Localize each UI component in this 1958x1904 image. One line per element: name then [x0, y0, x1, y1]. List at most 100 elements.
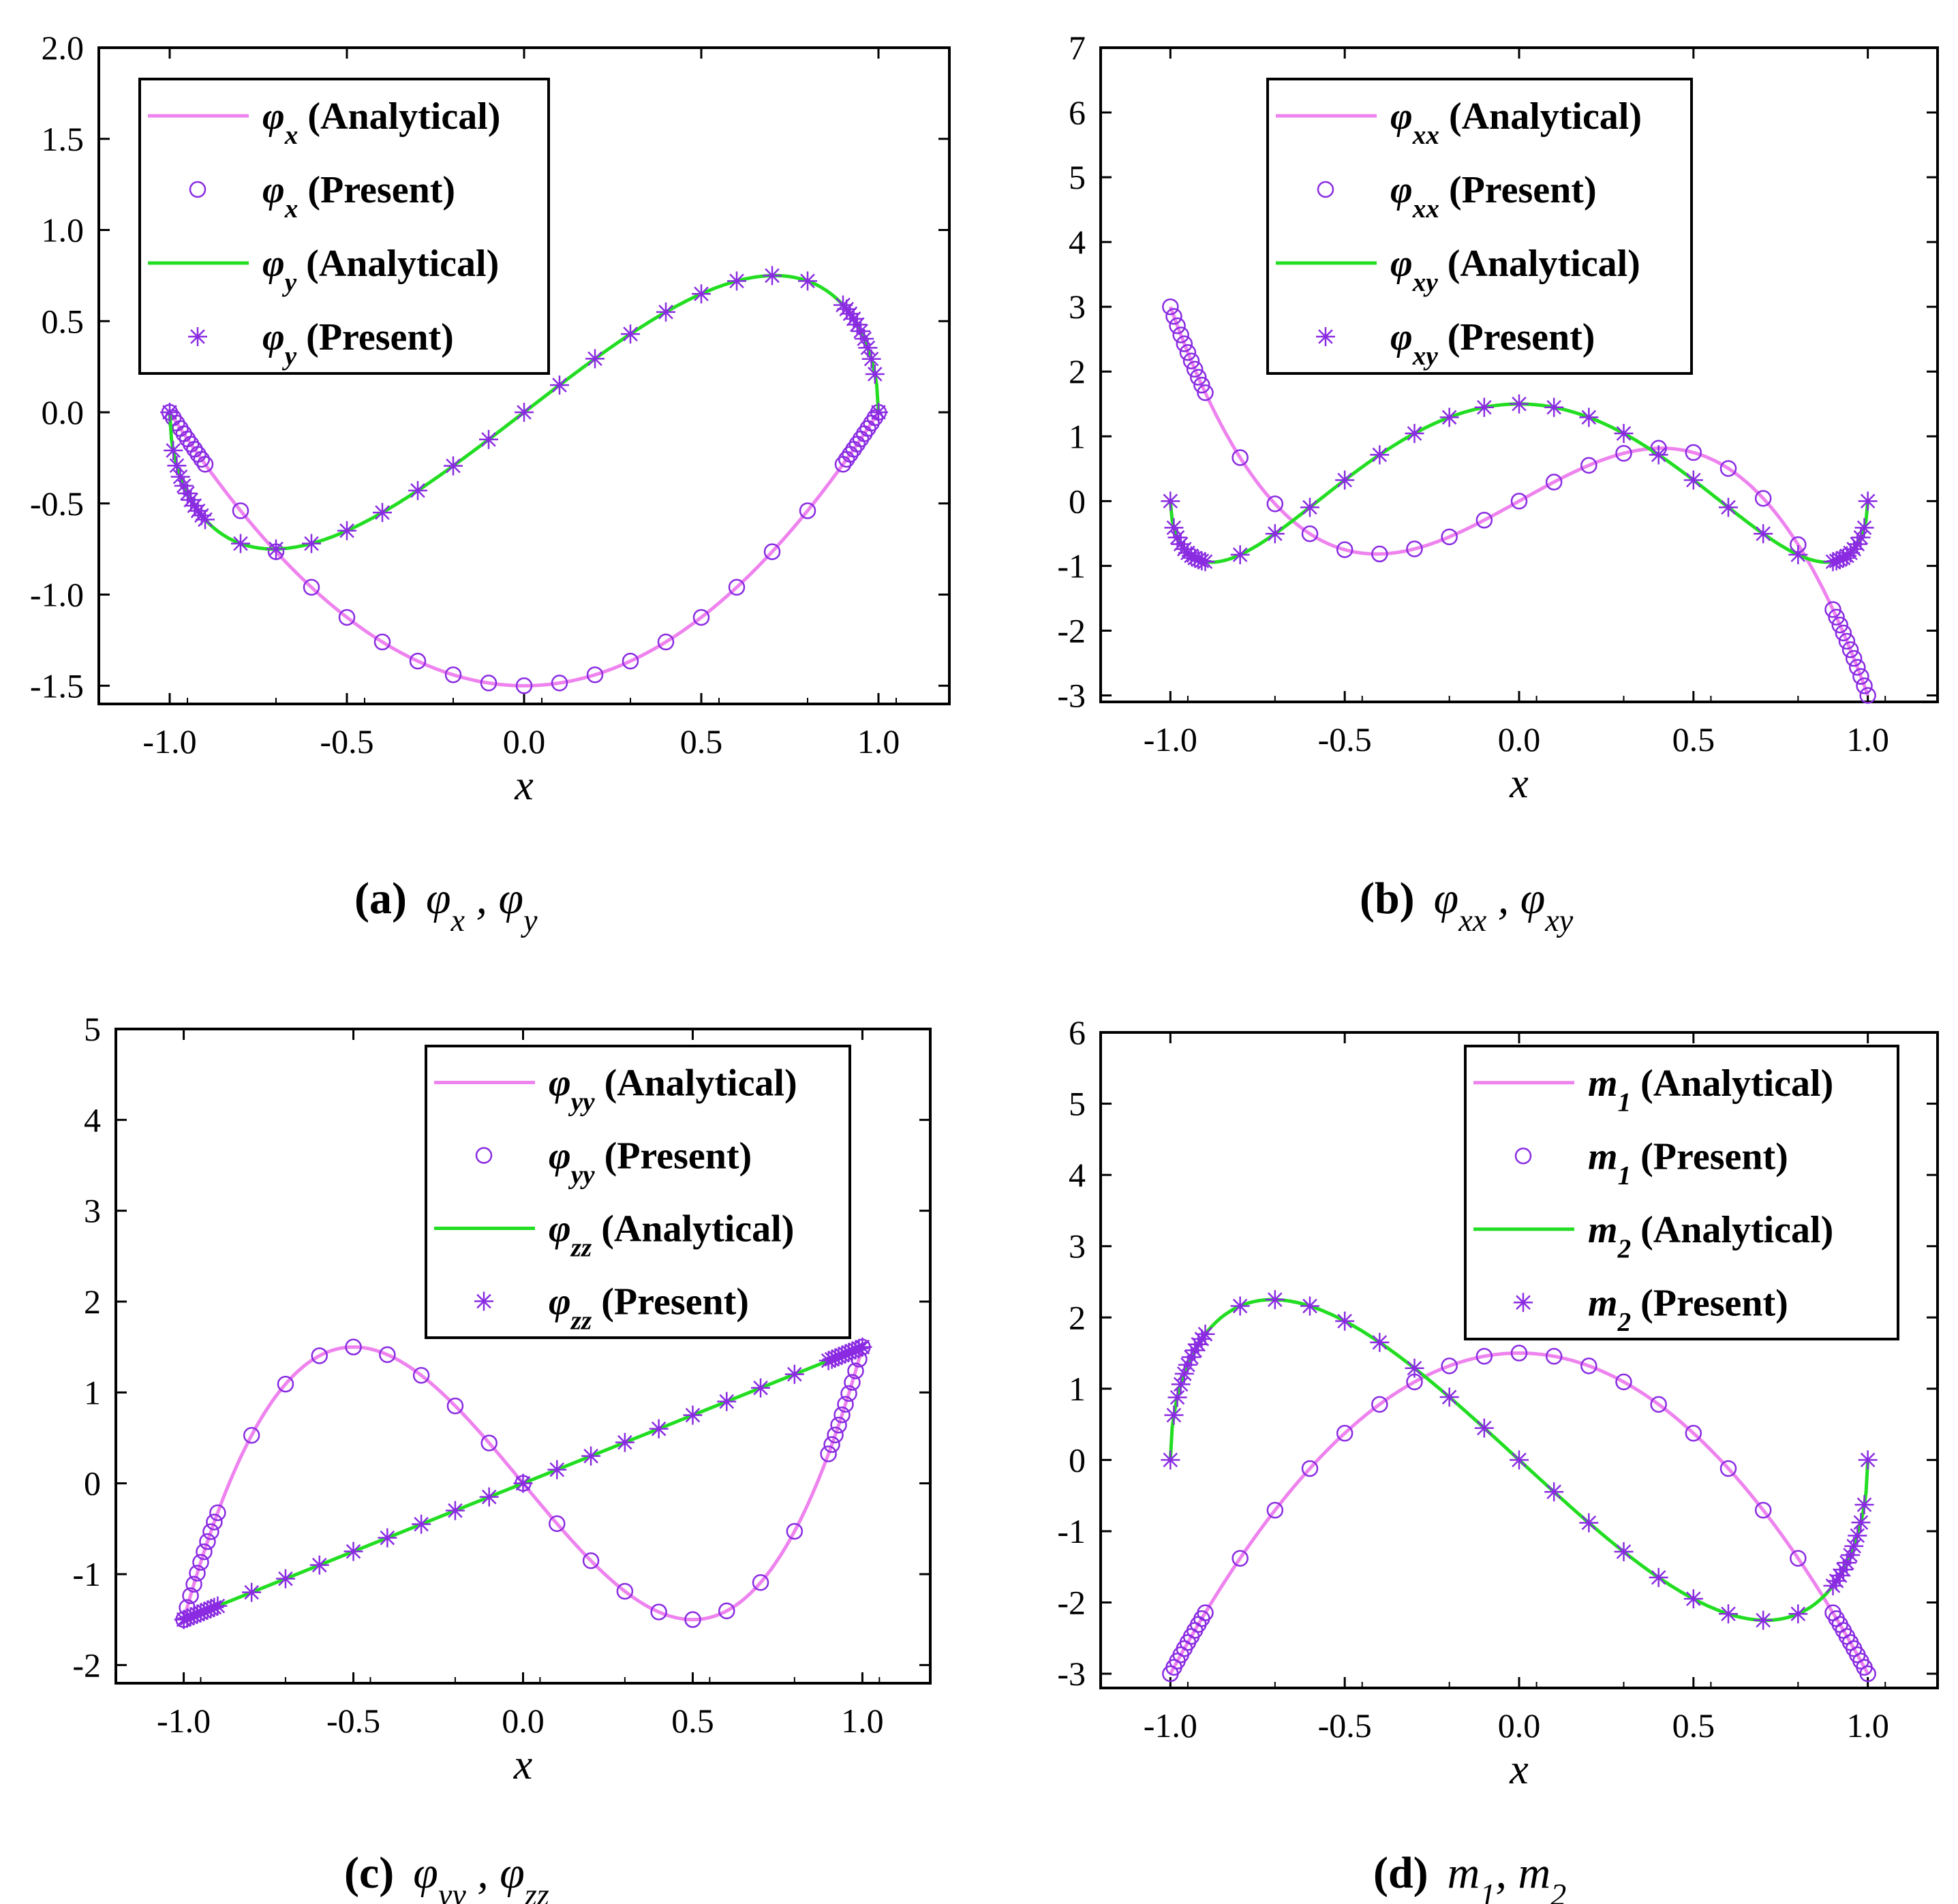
y-tick-label: 1 — [84, 1373, 101, 1411]
data-point-star — [479, 429, 498, 449]
data-point-star — [1851, 1513, 1871, 1533]
data-point-circle — [1545, 1347, 1563, 1365]
data-point-circle — [1580, 1357, 1597, 1375]
legend-circle-symbol — [475, 1147, 493, 1164]
data-point-circle — [277, 1375, 294, 1393]
data-point-star — [649, 1419, 669, 1439]
data-point-star — [1316, 327, 1335, 346]
data-point-star — [1405, 1358, 1424, 1378]
data-point-circle — [1719, 460, 1737, 477]
data-point-circle — [1841, 641, 1859, 658]
data-point-star — [550, 375, 569, 395]
data-point-circle — [345, 1338, 362, 1355]
legend: φyy (Analytical) φyy (Present) φzz (Analyt… — [425, 1045, 851, 1339]
data-point-circle — [1441, 528, 1458, 546]
data-point-circle — [1371, 545, 1388, 563]
data-point-star — [1230, 1296, 1250, 1316]
data-point-star — [1195, 1324, 1215, 1344]
data-point-star — [1335, 1311, 1355, 1331]
data-point-star — [1788, 1604, 1808, 1624]
y-tick-label: 0 — [1069, 1441, 1086, 1479]
data-point-star — [188, 327, 207, 346]
legend-entry: φxy (Present) — [1390, 316, 1595, 371]
data-point-circle — [752, 1574, 769, 1591]
x-axis-label: x — [1509, 1747, 1529, 1793]
data-point-circle — [786, 1522, 804, 1540]
legend-entry: φzz (Analytical) — [549, 1208, 794, 1263]
data-point-circle — [1856, 677, 1873, 694]
data-point-circle — [192, 1554, 209, 1571]
data-point-star — [231, 534, 250, 553]
y-tick-label: -1 — [72, 1555, 101, 1593]
data-point-star — [1178, 1355, 1197, 1375]
data-point-circle — [189, 1565, 206, 1582]
data-point-circle — [1650, 1396, 1667, 1413]
y-tick-label: 4 — [1069, 1156, 1086, 1194]
data-point-circle — [1754, 490, 1772, 507]
data-point-circle — [1685, 1424, 1702, 1442]
data-point-star — [585, 349, 605, 369]
data-point-circle — [1859, 687, 1876, 704]
y-tick-label: -3 — [1057, 1655, 1086, 1693]
y-tick-label: -2 — [1057, 1584, 1086, 1622]
data-point-star — [615, 1432, 634, 1452]
x-tick-label: -0.5 — [1318, 720, 1372, 758]
data-point-star — [378, 1528, 397, 1548]
data-point-star — [798, 271, 817, 291]
y-tick-label: 5 — [1069, 1085, 1086, 1123]
data-point-star — [1514, 1293, 1533, 1312]
x-axis-label: x — [514, 763, 534, 809]
data-point-circle — [1193, 376, 1210, 394]
y-tick-label: 6 — [1069, 93, 1086, 132]
data-point-star — [621, 324, 640, 344]
legend-entry: φx (Present) — [262, 169, 455, 224]
y-tick-label: -1 — [1057, 1512, 1086, 1550]
data-point-star — [408, 480, 427, 500]
x-tick-label: 0.5 — [671, 1702, 714, 1740]
data-point-circle — [820, 1445, 837, 1462]
x-tick-label: 0.0 — [503, 722, 546, 761]
data-point-circle — [1790, 1550, 1807, 1567]
data-point-star — [204, 1597, 224, 1617]
data-point-star — [1405, 424, 1424, 444]
data-point-circle — [1845, 649, 1863, 667]
data-point-star — [865, 364, 885, 384]
data-point-circle — [480, 1434, 498, 1452]
data-point-circle — [1336, 1424, 1353, 1442]
panel-caption: (d) m1, m2 — [1373, 1848, 1566, 1904]
data-point-star — [337, 521, 356, 540]
series-line-0 — [1168, 306, 1870, 696]
y-tick-label: -1 — [1057, 547, 1086, 585]
legend-circle-symbol — [1317, 181, 1334, 198]
data-point-circle — [1165, 308, 1182, 325]
data-point-star — [208, 1596, 228, 1616]
data-point-star — [1579, 408, 1599, 427]
legend-box — [138, 78, 550, 375]
y-tick-label: -1.5 — [30, 666, 84, 705]
x-tick-label: -1.0 — [157, 1702, 211, 1740]
data-point-star — [444, 456, 463, 476]
data-point-star — [1265, 524, 1285, 544]
data-point-circle — [243, 1427, 260, 1444]
data-point-circle — [840, 1385, 857, 1402]
data-point-star — [1614, 424, 1634, 444]
data-point-circle — [182, 1587, 199, 1604]
data-point-circle — [1336, 541, 1353, 558]
data-point-star — [1164, 1405, 1184, 1425]
legend-entry: m2 (Present) — [1588, 1282, 1788, 1336]
legend-entry: φxx (Analytical) — [1390, 95, 1642, 150]
data-point-circle — [1172, 326, 1189, 343]
data-point-star — [1614, 1542, 1634, 1562]
data-point-circle — [1232, 449, 1249, 466]
y-tick-label: 1 — [1069, 1370, 1086, 1408]
data-point-star — [1370, 1332, 1390, 1352]
y-tick-label: 4 — [84, 1101, 101, 1139]
data-point-circle — [196, 1543, 213, 1561]
data-point-circle — [379, 1346, 396, 1364]
data-point-star — [1858, 491, 1878, 511]
data-point-star — [373, 503, 392, 523]
data-point-circle — [1685, 444, 1702, 461]
data-point-star — [727, 271, 746, 291]
data-point-star — [309, 1555, 329, 1575]
